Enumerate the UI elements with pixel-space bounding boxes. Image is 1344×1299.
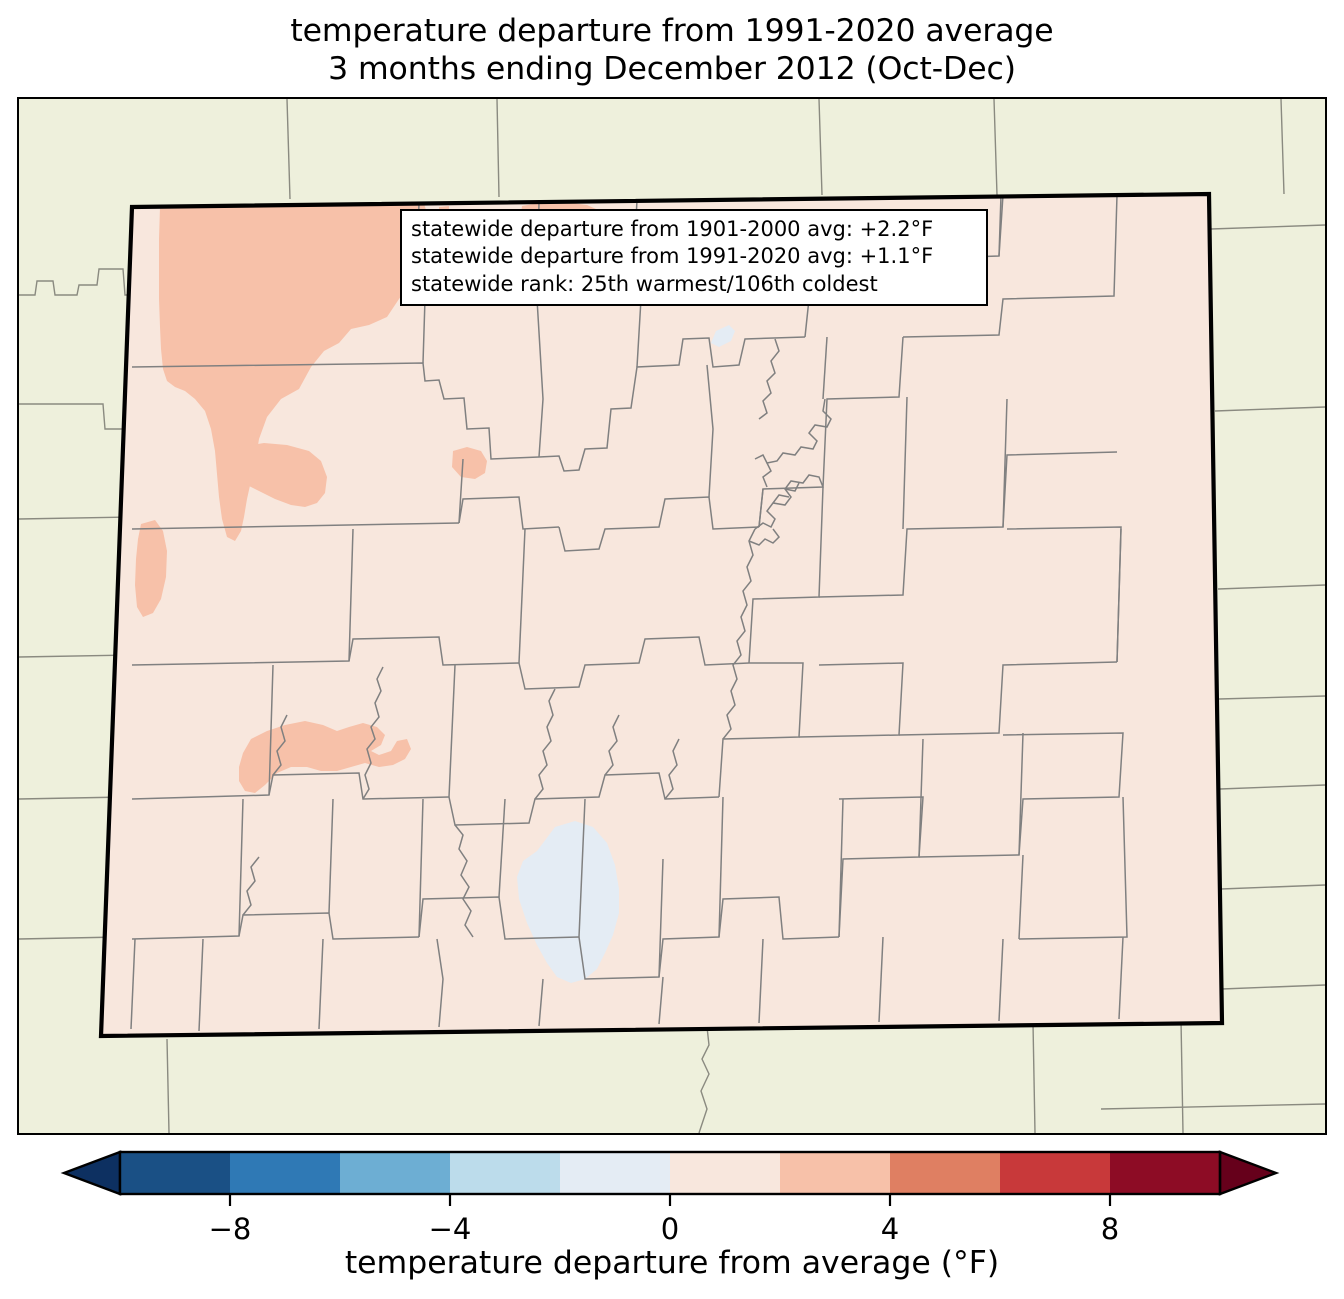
colorbar-band-6 <box>780 1152 891 1194</box>
county-boundaries <box>130 194 1128 1032</box>
colorado-data-layer <box>101 194 1222 1036</box>
colorbar-tick-label-3: 4 <box>881 1212 899 1246</box>
title-line-1: temperature departure from 1991-2020 ave… <box>290 13 1054 49</box>
neighbor-boundaries <box>19 99 1325 1133</box>
colorbar-band-2 <box>340 1152 451 1194</box>
colorbar-under-arrow <box>60 1150 122 1196</box>
colorbar-ticks: −8 −4 0 4 8 <box>209 1194 1119 1246</box>
colorbar-band-4 <box>560 1152 671 1194</box>
stats-line-3: statewide rank: 25th warmest/106th colde… <box>411 271 878 296</box>
region-san-luis-valley-cool-patch <box>517 821 619 983</box>
colorbar-axis-label: temperature departure from average (°F) <box>344 1245 1000 1281</box>
stats-line-1: statewide departure from 1901-2000 avg: … <box>411 217 934 241</box>
colorbar-tick-label-0: −8 <box>209 1212 252 1246</box>
region-northern-cool-speck <box>711 325 735 347</box>
colorbar-tick-label-2: 0 <box>661 1212 679 1246</box>
statewide-stats-box: statewide departure from 1901-2000 avg: … <box>400 209 988 306</box>
colorbar-band-0 <box>120 1152 231 1194</box>
region-northwest-border-strip <box>135 520 167 617</box>
colorbar-bands <box>60 1150 1280 1196</box>
colorbar-over-arrow <box>1218 1150 1280 1196</box>
region-northwest-warm-lobe <box>215 443 327 507</box>
stats-line-2: statewide departure from 1991-2020 avg: … <box>411 244 934 269</box>
page-title: temperature departure from 1991-2020 ave… <box>0 12 1344 89</box>
colorbar-tick-label-4: 8 <box>1101 1212 1119 1246</box>
colorbar-svg: −8 −4 0 4 8 <box>60 1150 1280 1246</box>
colorbar-panel: −8 −4 0 4 8 temperature departure from avera… <box>0 1148 1344 1299</box>
colorbar-band-7 <box>890 1152 1001 1194</box>
title-line-2: 3 months ending December 2012 (Oct-Dec) <box>328 51 1016 88</box>
colorbar-band-8 <box>1000 1152 1111 1194</box>
region-middle-park-warm-patch <box>452 447 487 479</box>
region-gunnison-warm-blob <box>239 721 411 793</box>
colorbar-band-5 <box>670 1152 781 1194</box>
colorbar-band-1 <box>230 1152 341 1194</box>
colorbar-tick-label-1: −4 <box>429 1212 472 1246</box>
colorbar-band-9 <box>1110 1152 1221 1194</box>
colorbar-band-3 <box>450 1152 561 1194</box>
colorado-state-border <box>98 191 1225 1039</box>
map-panel: statewide departure from 1901-2000 avg: … <box>17 97 1327 1135</box>
